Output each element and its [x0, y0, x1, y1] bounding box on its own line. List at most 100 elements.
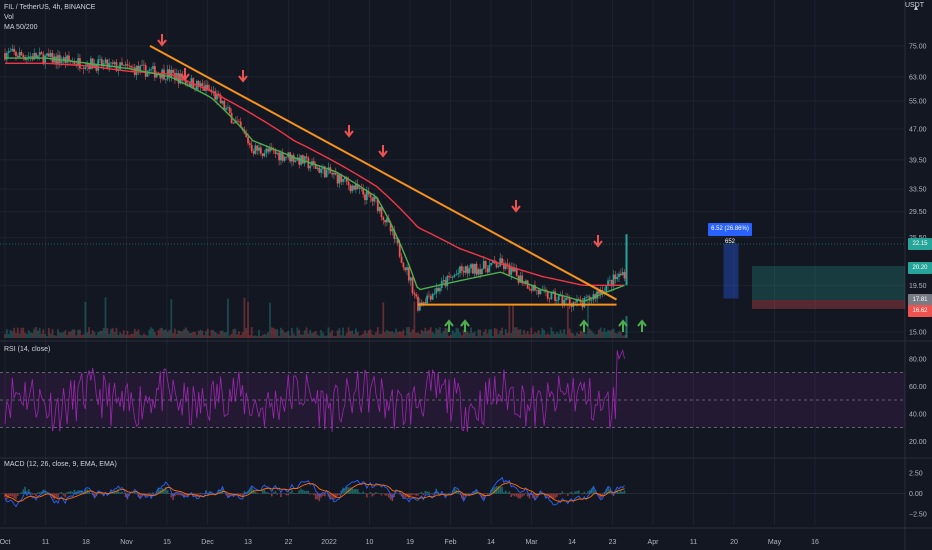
macd-histogram-bar [605, 489, 608, 494]
candle-body [429, 296, 432, 300]
price-tick-label: 33.50 [909, 187, 927, 194]
volume-bar [77, 329, 79, 338]
volume-bar [179, 330, 182, 338]
candle-body [66, 55, 69, 63]
candle-body [396, 238, 399, 244]
volume-bar [60, 332, 63, 338]
candle-body [521, 275, 524, 284]
macd-histogram-bar [24, 486, 26, 494]
macd-histogram-bar [568, 492, 571, 494]
volume-bar [376, 327, 379, 338]
candle-body [354, 183, 357, 190]
position-tool[interactable] [0, 243, 905, 309]
macd-histogram-bar [623, 490, 626, 494]
candle-body [490, 262, 492, 266]
macd-label[interactable]: MACD (12, 26, close, 9, EMA, EMA) [4, 461, 117, 468]
volume-bar [121, 334, 123, 338]
candle-body [36, 55, 39, 59]
currency-label[interactable]: USDT [904, 2, 924, 9]
volume-bar [433, 333, 436, 338]
volume-bar [501, 327, 503, 338]
x-tick-label: 22 [285, 539, 293, 546]
volume-bar [79, 329, 81, 338]
volume-bar [468, 333, 471, 338]
volume-bar [323, 335, 326, 338]
volume-bar [382, 302, 385, 338]
candle-body [276, 152, 279, 154]
candle-body [433, 293, 436, 295]
macd-histogram-bar [585, 493, 587, 495]
down-arrow-icon [344, 125, 354, 138]
candle-body [513, 268, 516, 272]
candle-body [132, 67, 134, 69]
macd-histogram-bar [349, 487, 352, 494]
volume-bar [415, 332, 418, 338]
candle-body [515, 268, 518, 276]
macd-histogram-bar [163, 488, 165, 494]
volume-bar [338, 328, 341, 338]
volume-bar [91, 330, 94, 338]
macd-histogram-bar [186, 493, 189, 497]
candle-body [407, 267, 410, 281]
volume-bar [380, 333, 383, 338]
candle-body [228, 107, 231, 113]
x-tick-label: Apr [648, 539, 660, 546]
macd-histogram-bar [197, 493, 200, 496]
candle-body [307, 157, 310, 169]
macd-histogram-bar [33, 493, 36, 495]
volume-bar [570, 332, 573, 338]
volume-bar [47, 327, 50, 338]
macd-histogram-bar [27, 489, 30, 494]
volume-bar [541, 328, 544, 338]
candle-body [254, 145, 257, 154]
symbol-title[interactable]: FIL / TetherUS, 4h, BINANCE [4, 4, 96, 11]
candle-body [150, 69, 153, 70]
candle-body [616, 277, 619, 280]
volume-bar [572, 333, 575, 338]
volume-label[interactable]: Vol [4, 14, 14, 21]
x-tick-label: 10 [366, 539, 374, 546]
candle-body [256, 145, 259, 151]
volume-bar [320, 329, 323, 338]
volume-bar [117, 334, 120, 338]
candle-body [619, 273, 622, 276]
volume-bar [579, 330, 582, 338]
volume-bar [407, 327, 410, 338]
volume-bar [411, 329, 414, 338]
volume-bar [534, 332, 536, 338]
volume-bar [232, 329, 235, 338]
candle-body [188, 83, 191, 87]
volume-bar [239, 334, 242, 338]
volume-bar [15, 333, 17, 338]
volume-bar [497, 334, 500, 338]
volume-bar [347, 327, 350, 338]
candle-body [347, 181, 350, 186]
macd-histogram-bar [110, 490, 112, 494]
macd-histogram-bar [501, 486, 503, 494]
ma-label[interactable]: MA 50/200 [4, 24, 38, 31]
macd-histogram-bar [545, 493, 547, 498]
candle-body [356, 183, 359, 189]
macd-histogram-bar [610, 493, 613, 495]
candle-body [263, 153, 266, 157]
candle-body [159, 74, 162, 79]
x-tick-label: 11 [42, 539, 49, 546]
candle-body [598, 291, 600, 294]
candle-body [431, 293, 434, 300]
macd-histogram-bar [366, 493, 368, 498]
macd-histogram-bar [250, 487, 253, 494]
candle-body [51, 52, 54, 63]
candle-body [402, 262, 405, 268]
rsi-label[interactable]: RSI (14, close) [4, 346, 51, 353]
volume-bar [616, 333, 619, 338]
macd-histogram-bar [360, 492, 363, 494]
volume-bar [26, 333, 28, 338]
candle-body [210, 89, 213, 92]
candle-body [298, 157, 301, 165]
volume-bar [345, 332, 348, 338]
macd-histogram-bar [581, 493, 584, 495]
candle-body [499, 258, 502, 267]
price-tick-label: 29.50 [909, 209, 927, 216]
candle-body [124, 64, 127, 66]
